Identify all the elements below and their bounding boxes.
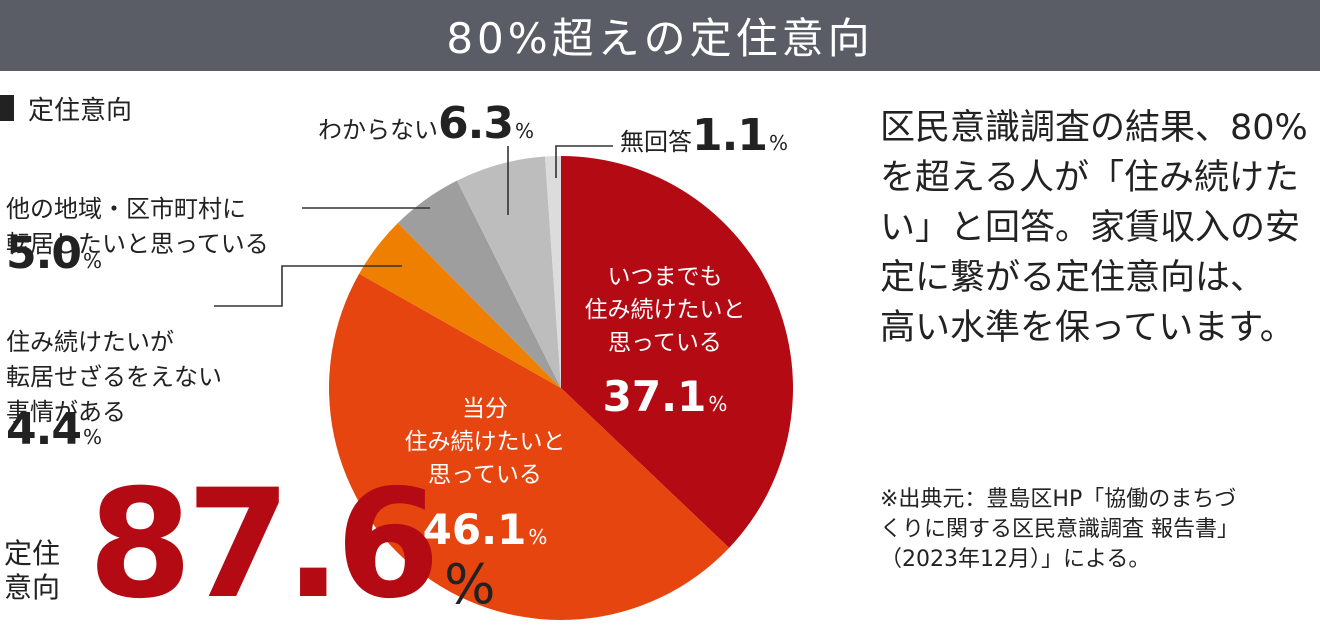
label-relocate-forced-value-wrap: 4.4%: [6, 404, 102, 463]
label-relocate-forced-percent: %: [82, 425, 102, 449]
pie-slice-forever: [561, 156, 793, 548]
label-unknown: わからない6.3%: [318, 102, 534, 149]
page-title-banner: 80%超えの定住意向: [0, 0, 1320, 71]
label-relocate-want-percent: %: [82, 249, 102, 273]
total-label-line2: 意向: [4, 571, 61, 604]
leader-lines: [214, 145, 613, 307]
slice-value-forever-number: 37.1: [602, 372, 707, 421]
label-relocate-want-text: 他の地域・区市町村に 転居したいと思っている: [6, 195, 269, 258]
total-value-percent: %: [444, 553, 496, 616]
total-label: 定住 意向: [4, 537, 76, 605]
leader-line-relocate-forced: [214, 265, 402, 307]
slice-label-for-now: 当分 住み続けたいと 思っている: [404, 396, 566, 488]
total-value: 87.6%: [88, 460, 495, 620]
label-relocate-want: 他の地域・区市町村に 転居したいと思っている: [6, 157, 269, 262]
description-text: 区民意識調査の結果、80% を超える人が「住み続けた い」と回答。家賃収入の安 …: [880, 108, 1308, 348]
slice-value-forever-percent: %: [708, 392, 728, 416]
label-relocate-forced-value: 4.4: [6, 404, 82, 455]
label-no-answer-percent: %: [768, 131, 788, 155]
slice-value-for-now-number: 46.1: [422, 505, 527, 554]
pie-slice-relocate-forced: [359, 222, 561, 388]
pie-slice-no-answer: [544, 155, 561, 388]
slice-value-for-now: 46.1%: [420, 505, 550, 554]
label-unknown-percent: %: [514, 119, 534, 143]
leader-line-no-answer: [555, 145, 613, 178]
label-relocate-forced-text: 住み続けたいが 転居せざるをえない 事情がある: [6, 328, 222, 426]
source-note: ※出典元：豊島区HP「協働のまちづ くりに関する区民意識調査 報告書」 （202…: [880, 487, 1239, 572]
pie-slice-for-now: [329, 273, 730, 620]
pie-slice-relocate-want: [397, 180, 561, 388]
label-unknown-value: 6.3: [438, 98, 514, 149]
total-label-line1: 定住: [4, 537, 61, 570]
slice-value-for-now-percent: %: [528, 525, 548, 549]
label-unknown-text: わからない: [318, 116, 438, 144]
label-no-answer-text: 無回答: [620, 128, 692, 156]
slice-value-forever: 37.1%: [600, 372, 730, 421]
page-title: 80%超えの定住意向: [446, 14, 874, 63]
pie-slice-unknown: [456, 156, 561, 388]
section-label: 定住意向: [0, 88, 132, 128]
slice-label-forever: いつまでも 住み続けたいと 思っている: [584, 264, 746, 356]
total-value-number: 87.6: [88, 458, 440, 632]
label-no-answer: 無回答1.1%: [620, 114, 788, 161]
section-label-text: 定住意向: [28, 95, 133, 126]
label-no-answer-value: 1.1: [692, 110, 768, 161]
section-marker-icon: [0, 95, 14, 121]
pie-slices: [329, 155, 793, 620]
label-relocate-want-value: 5.0: [6, 228, 82, 279]
label-relocate-want-value-wrap: 5.0%: [6, 228, 102, 287]
label-relocate-forced: 住み続けたいが 転居せざるをえない 事情がある: [6, 290, 222, 430]
